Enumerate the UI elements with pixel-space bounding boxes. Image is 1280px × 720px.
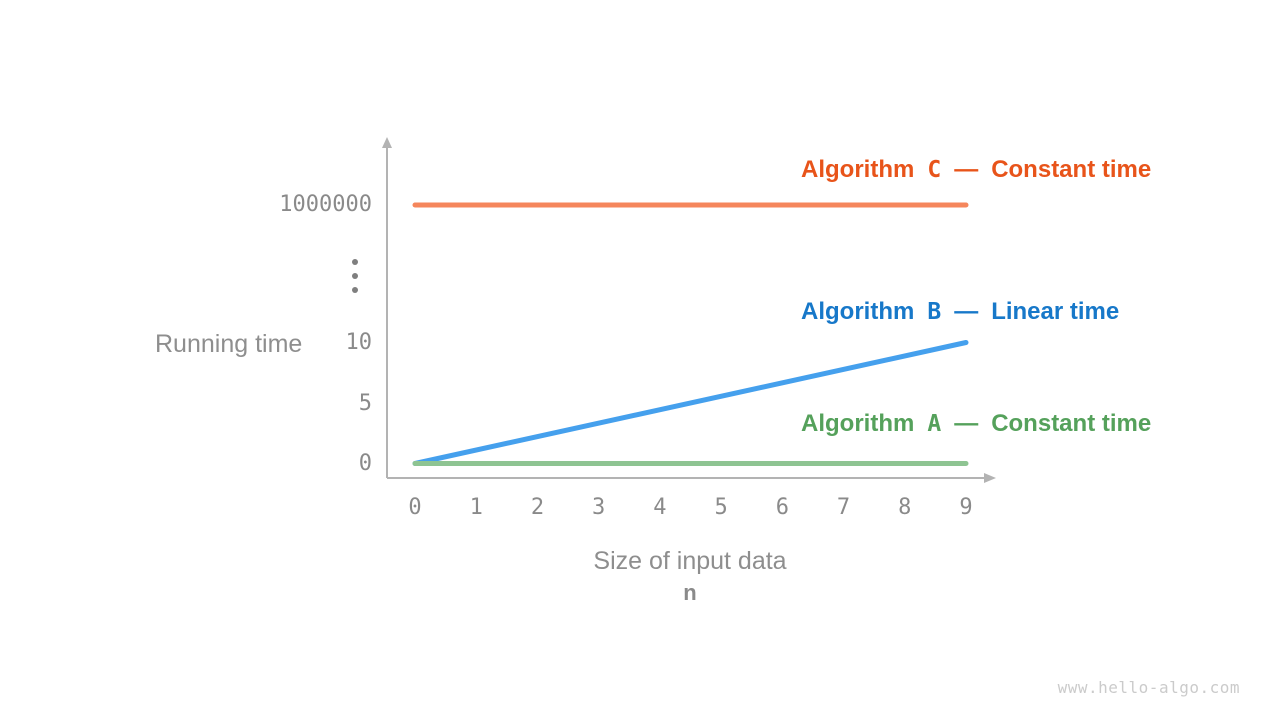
legend-series-word: Algorithm (801, 410, 915, 437)
y-axis-break-ellipsis (352, 259, 358, 301)
x-tick-label-7: 7 (836, 495, 851, 520)
legend-complexity-label: Constant time (991, 156, 1152, 183)
y-tick-label-0: 0 (358, 450, 372, 476)
legend-separator-dash: — (954, 156, 979, 183)
y-axis-title: Running time (155, 330, 303, 358)
legend-series-letter: A (927, 411, 942, 437)
y-tick-label-10: 10 (345, 329, 373, 355)
y-tick-label-1000000: 1000000 (279, 192, 372, 217)
legend-complexity-label: Constant time (991, 410, 1152, 437)
y-tick-label-5: 5 (358, 391, 372, 416)
legend-complexity-label: Linear time (991, 298, 1120, 325)
watermark-url: www.hello-algo.com (1057, 678, 1240, 697)
x-axis-title: Size of input data (593, 547, 787, 575)
x-tick-label-3: 3 (592, 495, 606, 520)
x-tick-label-4: 4 (653, 495, 667, 520)
x-tick-label-1: 1 (469, 495, 483, 520)
x-tick-label-2: 2 (530, 495, 545, 520)
legend-algorithm-b: Algorithm B — Linear time (801, 298, 1119, 326)
legend-series-letter: C (927, 157, 942, 183)
series-line-algorithm-b (412, 340, 969, 466)
legend-series-word: Algorithm (801, 156, 915, 183)
x-tick-label-6: 6 (775, 495, 789, 520)
x-axis-arrowhead (984, 473, 996, 483)
x-tick-label-0: 0 (408, 495, 422, 520)
legend-separator-dash: — (954, 410, 979, 437)
legend-series-word: Algorithm (801, 298, 915, 325)
legend-algorithm-a: Algorithm A — Constant time (801, 410, 1151, 438)
y-axis-arrowhead (382, 137, 392, 148)
x-tick-label-9: 9 (959, 495, 973, 520)
x-axis-variable-symbol: n (683, 580, 697, 605)
x-tick-label-5: 5 (714, 495, 728, 520)
legend-series-letter: B (927, 299, 942, 325)
legend-algorithm-c: Algorithm C — Constant time (801, 156, 1151, 184)
legend-separator-dash: — (954, 298, 979, 325)
x-tick-label-8: 8 (898, 495, 912, 520)
